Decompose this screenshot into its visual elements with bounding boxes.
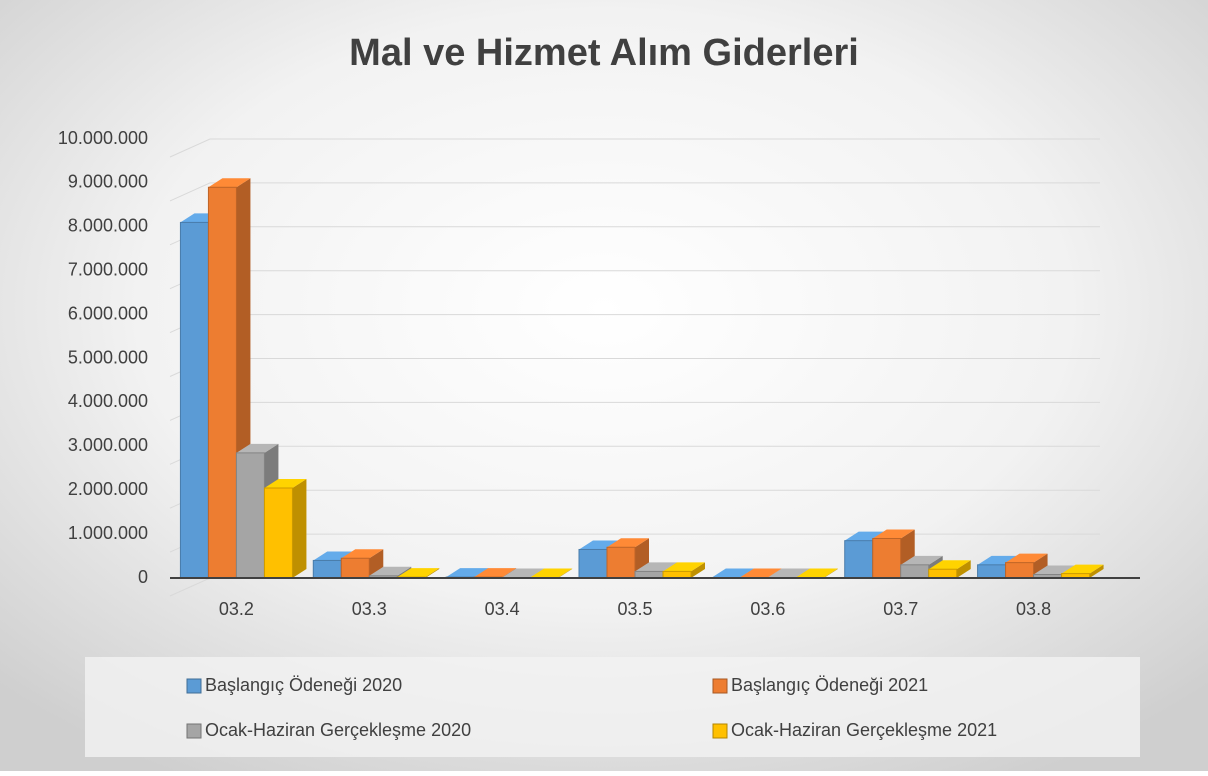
legend-swatch (187, 724, 201, 738)
x-tick-label: 03.7 (883, 599, 918, 619)
legend-label: Başlangıç Ödeneği 2021 (731, 675, 928, 695)
bar-front (236, 453, 264, 578)
x-tick-label: 03.3 (352, 599, 387, 619)
bar-front (180, 222, 208, 578)
legend-label: Ocak-Haziran Gerçekleşme 2020 (205, 720, 471, 740)
legend-label: Ocak-Haziran Gerçekleşme 2021 (731, 720, 997, 740)
y-tick-label: 9.000.000 (68, 172, 148, 192)
bar-front (208, 187, 236, 578)
y-tick-label: 6.000.000 (68, 303, 148, 323)
legend-swatch (713, 724, 727, 738)
legend-swatch (187, 679, 201, 693)
bar (264, 479, 306, 578)
bar-front (579, 549, 607, 578)
x-tick-label: 03.5 (617, 599, 652, 619)
x-tick-label: 03.6 (750, 599, 785, 619)
legend-box (85, 657, 1140, 757)
chart-title: Mal ve Hizmet Alım Giderleri (349, 32, 859, 74)
y-tick-label: 0 (138, 567, 148, 587)
bar-front (901, 565, 929, 578)
bar-front (341, 558, 369, 578)
bar-front (873, 538, 901, 578)
x-tick-label: 03.4 (485, 599, 520, 619)
x-tick-label: 03.8 (1016, 599, 1051, 619)
bar-front (1006, 563, 1034, 578)
bar-front (264, 488, 292, 578)
y-tick-label: 2.000.000 (68, 479, 148, 499)
legend-label: Başlangıç Ödeneği 2020 (205, 675, 402, 695)
y-tick-label: 8.000.000 (68, 216, 148, 236)
y-tick-label: 7.000.000 (68, 259, 148, 279)
bar-front (978, 565, 1006, 578)
y-tick-label: 3.000.000 (68, 435, 148, 455)
y-tick-label: 1.000.000 (68, 523, 148, 543)
y-tick-label: 10.000.000 (58, 128, 148, 148)
bar-front (607, 547, 635, 578)
x-tick-label: 03.2 (219, 599, 254, 619)
bar-front (929, 569, 957, 578)
bar-front (845, 541, 873, 578)
y-tick-label: 4.000.000 (68, 391, 148, 411)
legend-swatch (713, 679, 727, 693)
y-tick-label: 5.000.000 (68, 347, 148, 367)
bar-side (292, 479, 306, 578)
bar-front (313, 560, 341, 578)
